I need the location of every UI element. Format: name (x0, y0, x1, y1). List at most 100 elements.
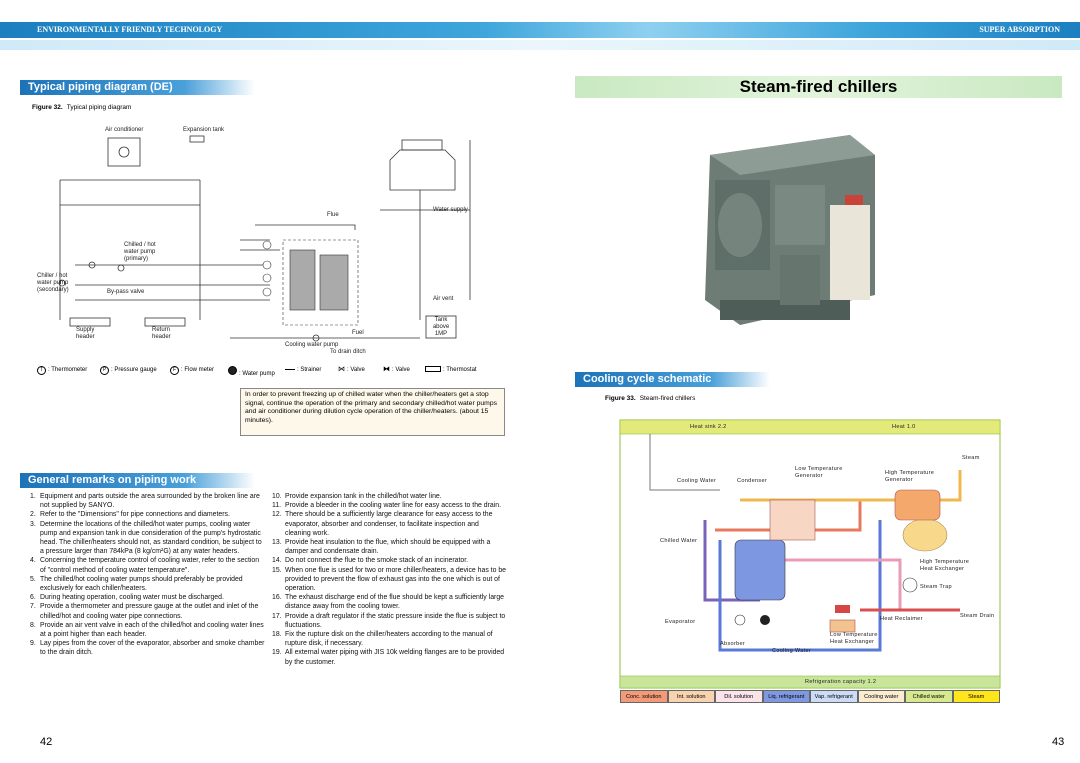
schematic-label: Low Temperature Generator (795, 466, 843, 479)
diagram-label: Flue (327, 212, 339, 218)
remark-number: 3. (30, 520, 36, 528)
remark-item: 15. When one flue is used for two or more… (272, 566, 506, 594)
diagram-label: Tank above 1MP (432, 317, 450, 337)
schematic-label: Heat sink 2.2 (690, 424, 727, 430)
schematic-label: Cooling Water (677, 478, 717, 484)
remark-item: 11. Provide a bleeder in the cooling wate… (272, 501, 506, 510)
figure-number: Figure 33. (605, 395, 636, 402)
remark-number: 19. (272, 649, 282, 657)
page-title: Steam-fired chillers (575, 76, 1062, 98)
legend-item: : Thermostat (425, 366, 477, 374)
schematic-label: Evaporator (665, 619, 696, 625)
header-left: ENVIRONMENTALLY FRIENDLY TECHNOLOGY (37, 25, 223, 34)
schematic-label: High Temperature Generator (885, 470, 935, 483)
diagram-label: Cooling water pump (285, 342, 339, 348)
figure-caption: Figure 32. Typical piping diagram (32, 104, 131, 111)
legend-cell: Vap. refrigerant (810, 690, 858, 703)
schematic-title: Cooling cycle schematic (575, 372, 770, 387)
diagram-label: Air vent (433, 296, 454, 302)
legend-item: : Water pump (228, 366, 275, 378)
remark-item: 7. Provide a thermometer and pressure gau… (30, 602, 266, 620)
legend-label: : Thermometer (48, 367, 88, 373)
page-number: 43 (1052, 736, 1065, 748)
legend-item: P: Pressure gauge (100, 366, 157, 375)
remark-item: 5. The chilled/hot cooling water pumps sh… (30, 575, 266, 593)
remark-item: 12. There should be a sufficiently large … (272, 510, 506, 538)
remark-item: 18. Fix the rupture disk on the chiller/h… (272, 630, 506, 648)
legend-label: : Thermostat (443, 367, 477, 373)
diagram-label: Water supply (433, 207, 468, 213)
legend-label: : Strainer (297, 367, 322, 373)
remark-number: 5. (30, 575, 36, 583)
legend-cell: Chilled water (905, 690, 953, 703)
section-title: Typical piping diagram (DE) (20, 80, 255, 95)
legend-symbol (228, 366, 237, 375)
remark-number: 13. (272, 539, 282, 547)
legend-item: F: Flow meter (170, 366, 214, 375)
remark-text: Refer to the "Dimensions" for pipe conne… (40, 511, 230, 519)
remark-number: 14. (272, 557, 282, 565)
schematic-label: Low Temperature Heat Exchanger (830, 632, 878, 645)
remark-number: 10. (272, 493, 282, 500)
diagram-label: Return header (152, 327, 171, 340)
diagram-label: By-pass valve (107, 289, 145, 295)
page-number: 42 (40, 736, 53, 748)
legend-symbol: P (100, 366, 109, 375)
header-stripe (0, 40, 1080, 50)
remark-text: Provide heat insulation to the flue, whi… (285, 539, 491, 556)
legend-symbol (285, 368, 295, 370)
remark-text: Provide a thermometer and pressure gauge… (40, 603, 259, 620)
remark-text: Lay pipes from the cover of the evaporat… (40, 640, 265, 657)
remark-text: When one flue is used for two or more ch… (285, 566, 506, 593)
remark-text: Determine the locations of the chilled/h… (40, 520, 262, 556)
remark-item: 1. Equipment and parts outside the area s… (30, 492, 266, 510)
legend-cell: Liq. refrigerant (762, 690, 810, 703)
schematic-label: High Temperature Heat Exchanger (920, 559, 970, 572)
schematic-label: Cooling Water (772, 648, 812, 654)
legend-symbol: T (37, 366, 46, 375)
header-bar: ENVIRONMENTALLY FRIENDLY TECHNOLOGY SUPE… (0, 22, 1080, 38)
remark-text: The chilled/hot cooling water pumps shou… (40, 575, 243, 593)
schematic-label: Steam (962, 455, 980, 461)
legend-label: : Valve (392, 367, 410, 373)
remark-text: Fix the rupture disk on the chiller/heat… (285, 631, 493, 648)
remark-item: 10. Provide expansion tank in the chilled… (272, 492, 506, 501)
legend-symbol (425, 366, 441, 373)
schematic-label: Refrigeration capacity 1.2 (805, 679, 877, 685)
figure-caption: Figure 33. Steam-fired chillers (605, 395, 695, 402)
remark-item: 8. Provide an air vent valve in each of t… (30, 621, 266, 639)
legend-label: : Water pump (239, 371, 275, 377)
remark-text: Concerning the temperature control of co… (40, 557, 260, 574)
figure-text: Steam-fired chillers (639, 395, 696, 402)
legend-item: : Strainer (285, 366, 321, 374)
remark-number: 11. (272, 502, 282, 510)
legend-item: ⋈: Valve (338, 366, 365, 373)
remark-item: 16. The exhaust discharge end of the flue… (272, 593, 506, 611)
remark-text: The exhaust discharge end of the flue sh… (285, 594, 504, 611)
remark-number: 15. (272, 566, 282, 574)
remark-number: 1. (30, 493, 36, 500)
schematic-label: Steam Trap (920, 584, 952, 590)
remark-text: Provide expansion tank in the chilled/ho… (285, 493, 442, 500)
remark-text: Do not connect the flue to the smoke sta… (285, 557, 469, 565)
legend-item: T: Thermometer (37, 366, 87, 375)
remark-number: 17. (272, 612, 282, 620)
legend-cell: Dil. solution (715, 690, 763, 703)
figure-number: Figure 32. (32, 104, 63, 111)
remark-number: 7. (30, 603, 36, 611)
remark-item: 17. Provide a draft regulator if the stat… (272, 612, 506, 630)
remark-item: 3. Determine the locations of the chilled… (30, 520, 266, 557)
remark-number: 16. (272, 594, 282, 602)
schematic-label: Condenser (737, 478, 768, 484)
diagram-label: Chiller / hot water pump (secondary) (37, 273, 69, 293)
remark-item: 9. Lay pipes from the cover of the evapor… (30, 639, 266, 657)
remark-text: Provide a draft regulator if the static … (285, 612, 506, 629)
remark-item: 14. Do not connect the flue to the smoke … (272, 556, 506, 565)
remark-text: During heating operation, cooling water … (40, 594, 224, 602)
remark-number: 18. (272, 631, 282, 639)
remark-item: 4. Concerning the temperature control of … (30, 556, 266, 574)
legend-cell: Cooling water (857, 690, 905, 703)
legend-item: ⧓: Valve (383, 366, 410, 373)
